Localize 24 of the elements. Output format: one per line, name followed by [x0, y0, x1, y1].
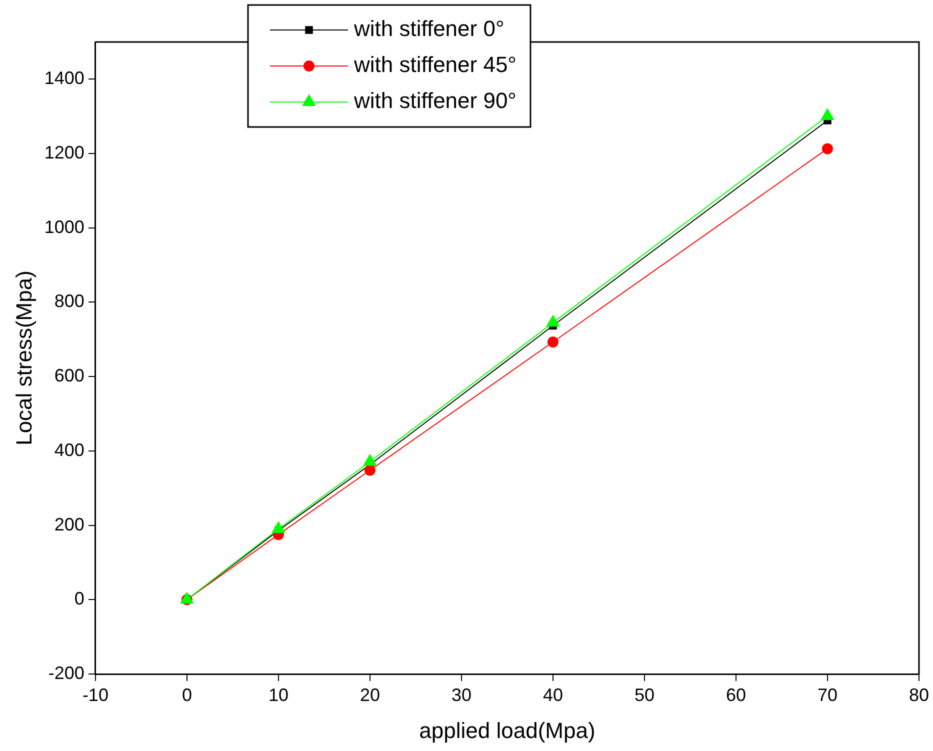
x-tick-label: 40 [542, 684, 563, 705]
y-tick-label: 800 [54, 291, 84, 312]
y-tick-label: 0 [74, 588, 84, 609]
y-tick-label: 400 [54, 440, 84, 460]
x-tick-label: 80 [908, 684, 930, 705]
x-tick-label: 70 [817, 684, 838, 705]
y-tick-label: -200 [48, 662, 84, 683]
y-tick-label: 1400 [44, 68, 84, 88]
y-tick-label: 200 [54, 514, 84, 534]
x-axis-title: applied load(Mpa) [419, 718, 596, 743]
legend-label: with stiffener 45° [353, 52, 516, 78]
y-tick-label: 600 [54, 366, 84, 386]
x-tick-label: 10 [268, 684, 288, 705]
x-tick-label: -10 [82, 684, 108, 705]
x-tick-label: 20 [360, 684, 380, 705]
x-tick-label: 50 [634, 684, 654, 705]
x-tick-label: 60 [726, 684, 746, 705]
y-tick-label: 1200 [44, 142, 84, 162]
x-tick-label: 30 [451, 684, 472, 705]
x-tick-label: 0 [182, 684, 192, 705]
legend-label: with stiffener 0° [353, 16, 504, 42]
legend-label: with stiffener 90° [353, 88, 516, 114]
y-axis-title: Local stress(Mpa) [11, 270, 36, 446]
y-tick-label: 1000 [44, 216, 84, 237]
